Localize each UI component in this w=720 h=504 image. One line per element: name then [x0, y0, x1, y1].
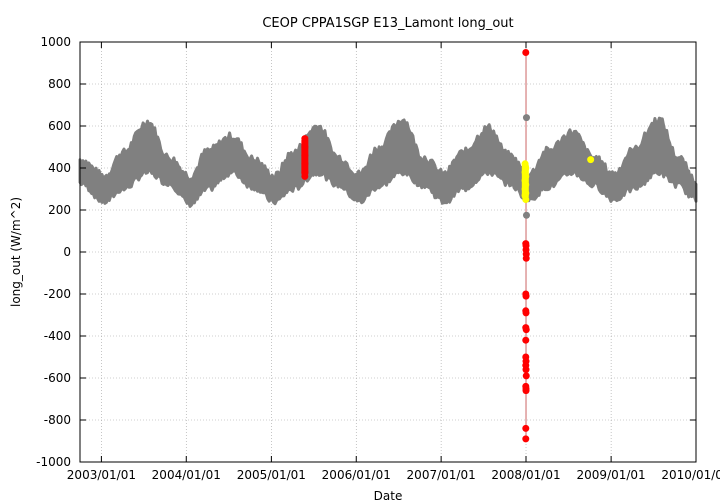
y-tick-label: 400	[48, 161, 71, 175]
x-tick-label: 2010/01/01	[661, 468, 720, 482]
data-point	[522, 424, 530, 432]
data-point	[522, 49, 530, 56]
x-tick-label: 2005/01/01	[237, 468, 306, 482]
y-tick-label: -600	[44, 371, 71, 385]
data-point	[522, 366, 530, 374]
y-axis-title: long_out (W/m^2)	[9, 197, 23, 307]
highlighted-stripe	[521, 162, 529, 200]
y-tick-label: -400	[44, 329, 71, 343]
y-tick-label: 800	[48, 77, 71, 91]
x-tick-label: 2006/01/01	[322, 468, 391, 482]
y-tick-label: 200	[48, 203, 71, 217]
data-point	[522, 292, 530, 300]
data-point	[587, 156, 595, 164]
data-point	[522, 326, 530, 334]
data-point	[522, 309, 530, 317]
x-tick-label: 2003/01/01	[67, 468, 136, 482]
flagged-stripe	[301, 137, 309, 177]
y-tick-label: 1000	[40, 35, 71, 49]
chart-title: CEOP CPPA1SGP E13_Lamont long_out	[262, 16, 513, 31]
x-tick-label: 2008/01/01	[491, 468, 560, 482]
data-point	[522, 435, 530, 443]
y-tick-label: -800	[44, 413, 71, 427]
data-point	[522, 114, 530, 122]
axis-ticks	[80, 41, 697, 463]
x-tick-label: 2004/01/01	[152, 468, 221, 482]
y-tick-label: 600	[48, 119, 71, 133]
x-tick-label: 2007/01/01	[407, 468, 476, 482]
x-axis-title: Date	[374, 489, 403, 503]
x-tick-label: 2009/01/01	[577, 468, 646, 482]
data-point	[522, 372, 530, 380]
data-point	[522, 336, 530, 344]
data-point	[522, 387, 530, 395]
data-points	[301, 49, 595, 443]
y-tick-label: -200	[44, 287, 71, 301]
data-point	[522, 211, 530, 219]
grid	[80, 41, 697, 463]
y-tick-label: 0	[63, 245, 71, 259]
x-tick-labels: 2003/01/01 2004/01/01 2005/01/01 2006/01/01…	[67, 468, 720, 482]
data-point	[522, 254, 530, 262]
y-tick-labels: 1000 800 600 400 200 0 -200 -400 -600 -800 -1000	[36, 35, 71, 469]
y-tick-label: -1000	[36, 455, 71, 469]
